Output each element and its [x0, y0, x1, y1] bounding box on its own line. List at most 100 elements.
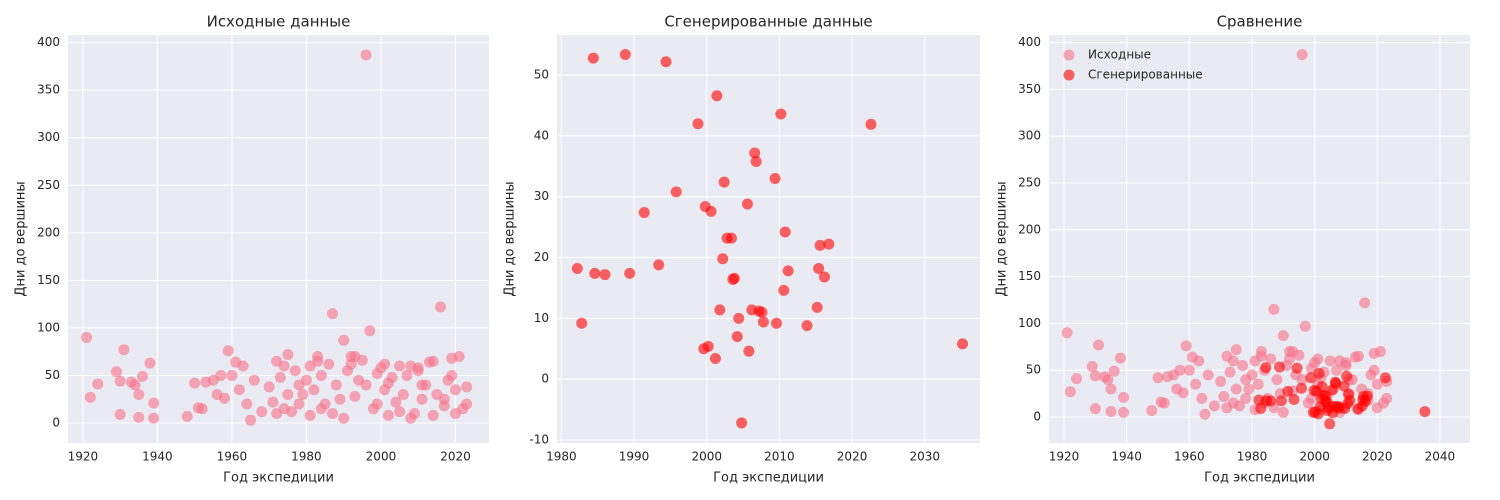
point	[1359, 297, 1371, 309]
point	[1296, 49, 1308, 61]
point	[427, 355, 439, 367]
point	[599, 269, 611, 281]
point	[271, 408, 283, 420]
point	[1118, 391, 1130, 403]
point	[750, 155, 762, 167]
point	[416, 393, 428, 405]
point	[233, 384, 245, 396]
point	[289, 365, 301, 377]
point	[1158, 397, 1170, 409]
point	[300, 374, 312, 386]
point	[114, 408, 126, 420]
y-tick-label: 0	[52, 416, 60, 430]
point	[624, 267, 636, 279]
point	[1246, 369, 1258, 381]
point	[427, 409, 439, 421]
point	[749, 147, 761, 159]
x-tick-label: 1920	[68, 450, 99, 464]
point	[1230, 344, 1242, 356]
x-tick-label: 2000	[1299, 450, 1330, 464]
point	[660, 56, 672, 68]
point	[711, 90, 723, 102]
y-tick-label: 100	[1018, 316, 1041, 330]
y-tick-label: 200	[1018, 222, 1041, 236]
point	[394, 406, 406, 418]
point	[118, 344, 130, 356]
point	[1102, 374, 1114, 386]
point	[1177, 387, 1189, 399]
point	[1255, 350, 1267, 362]
point	[449, 408, 461, 420]
point	[1227, 355, 1239, 367]
point	[756, 306, 768, 318]
point	[692, 118, 704, 130]
point	[1196, 392, 1208, 404]
point	[364, 325, 376, 337]
point	[1374, 346, 1386, 358]
point	[1268, 303, 1280, 315]
point	[1265, 395, 1277, 407]
point	[725, 232, 737, 244]
point	[1361, 390, 1373, 402]
y-tick-label: 150	[1018, 269, 1041, 283]
point	[775, 108, 787, 120]
point	[709, 352, 721, 364]
point	[282, 349, 294, 361]
point	[237, 360, 249, 372]
x-tick-label: 1920	[1049, 450, 1080, 464]
point	[1274, 361, 1286, 373]
point	[144, 357, 156, 369]
point	[420, 379, 432, 391]
point	[1108, 365, 1120, 377]
point	[133, 388, 145, 400]
point	[1295, 382, 1307, 394]
point	[222, 345, 234, 357]
point	[226, 369, 238, 381]
point	[1233, 400, 1245, 412]
point	[823, 238, 835, 250]
point	[814, 239, 826, 251]
point	[1061, 327, 1073, 339]
y-axis-label: Дни до вершины	[503, 181, 518, 296]
point	[360, 379, 372, 391]
point	[1218, 390, 1230, 402]
point	[1381, 392, 1393, 404]
point	[717, 253, 729, 265]
y-tick-label: 100	[37, 320, 60, 334]
point	[137, 370, 149, 382]
point	[1344, 394, 1356, 406]
point	[957, 338, 969, 350]
point	[330, 379, 342, 391]
point	[1240, 392, 1252, 404]
point	[757, 316, 769, 328]
y-tick-label: -10	[529, 432, 549, 446]
point	[371, 398, 383, 410]
point	[181, 410, 193, 422]
legend-label: Сгенерированные	[1088, 68, 1203, 82]
point	[1275, 395, 1287, 407]
point	[312, 355, 324, 367]
point	[215, 369, 227, 381]
x-tick-label: 2010	[764, 450, 795, 464]
point	[1105, 383, 1117, 395]
point	[1277, 330, 1289, 342]
point	[323, 358, 335, 370]
x-axis-label: Год экспедиции	[713, 471, 824, 486]
point	[327, 308, 339, 320]
point	[705, 205, 717, 217]
point	[1419, 406, 1431, 418]
point	[1193, 355, 1205, 367]
plot-area	[1049, 35, 1470, 443]
point	[297, 388, 309, 400]
point	[1146, 405, 1158, 417]
point	[241, 398, 253, 410]
y-tick-label: 40	[534, 128, 549, 142]
point	[382, 409, 394, 421]
point	[741, 198, 753, 210]
point	[394, 360, 406, 372]
point	[401, 369, 413, 381]
point	[1305, 372, 1317, 384]
chart-title: Сравнение	[1217, 13, 1303, 31]
point	[405, 412, 417, 424]
y-tick-label: 350	[37, 83, 60, 97]
